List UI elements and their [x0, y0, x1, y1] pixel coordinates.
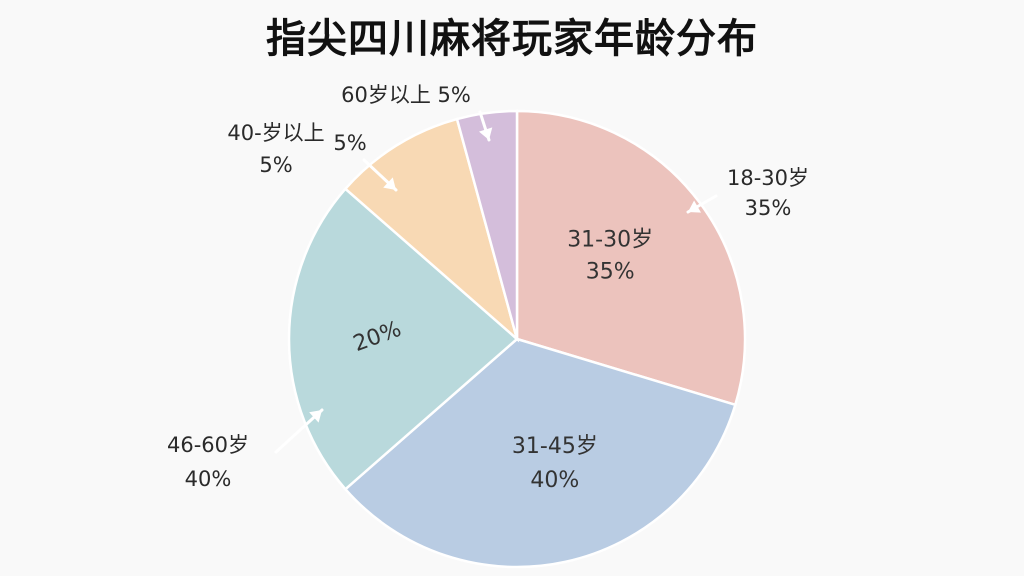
slice-label-1: 31-45岁 40% [512, 434, 598, 493]
pointer-46-60-head [309, 410, 322, 423]
pie-slice-4 [455, 109, 519, 340]
annotation-60-plus: 60岁以上 5% [341, 83, 471, 107]
annotation-46-60: 46-60岁 40% [167, 433, 249, 491]
pointer-40-plus-head [383, 177, 396, 190]
pie-slice-0 [515, 109, 747, 407]
pie-slice-3 [343, 117, 520, 343]
pointer-60-plus-head [478, 127, 493, 140]
annotation-40-plus: 40-岁以上 5% [227, 121, 324, 177]
annotation-40-plus-percent: 5% [333, 131, 366, 155]
chart-title: 指尖四川麻将玩家年龄分布 [266, 16, 758, 62]
pie-slice-1 [343, 337, 737, 569]
pie-slice-2 [287, 187, 519, 491]
pointer-18-30-head [688, 200, 702, 213]
annotation-18-30: 18-30岁 35% [727, 166, 809, 220]
slice-label-0: 31-30岁 35% [567, 227, 653, 284]
